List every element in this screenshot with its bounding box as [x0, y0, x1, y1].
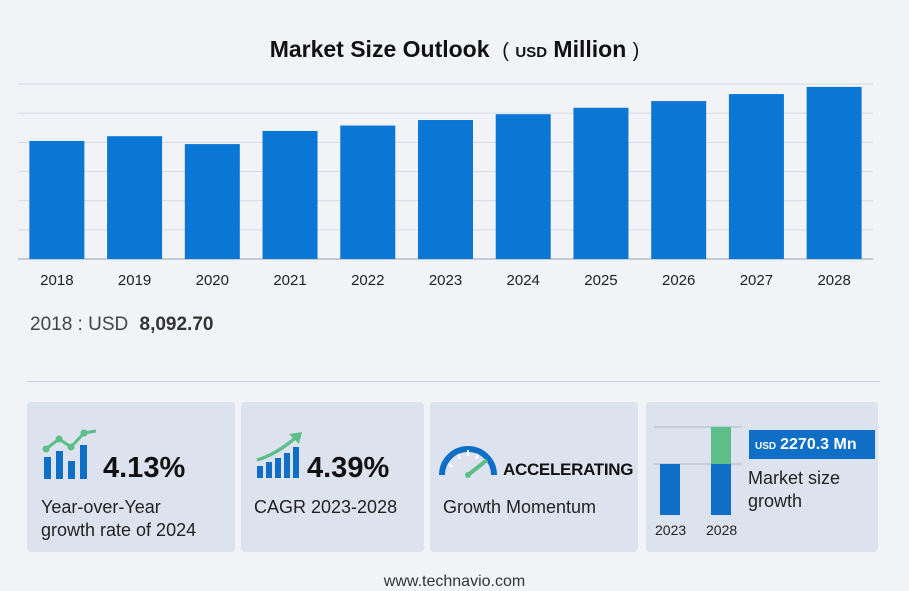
divider — [27, 381, 880, 382]
bar-chart: 2018 2019 2020 2021 2022 2023 2024 2025 2026 2027… — [18, 83, 873, 289]
cagr-label: CAGR 2023-2028 — [254, 497, 398, 517]
cagr-growth-icon — [256, 432, 302, 478]
momentum-label: Growth Momentum — [443, 497, 597, 517]
market-growth-mini-chart — [654, 426, 742, 515]
x-tick-label: 2021 — [273, 272, 306, 289]
title-close-paren: ) — [632, 40, 640, 62]
yoy-value: 4.13% — [103, 452, 186, 484]
bar-2024 — [495, 114, 551, 259]
mini-bar-2028-base — [711, 464, 731, 515]
chart-title: Market Size Outlook ( USD Million ) — [0, 36, 909, 63]
market-growth-badge: USD 2270.3 Mn — [749, 430, 875, 459]
x-tick-label: 2024 — [507, 272, 540, 289]
momentum-value: ACCELERATING — [503, 460, 634, 479]
x-tick-label: 2020 — [196, 272, 229, 289]
growth-chart-icon — [42, 429, 97, 479]
bar-2026 — [651, 101, 707, 259]
x-tick-label: 2026 — [662, 272, 695, 289]
market-growth-label: Market size growth — [748, 467, 840, 513]
bar-2023 — [418, 120, 473, 259]
badge-usd: USD — [755, 441, 777, 452]
yoy-label-line1: Year-over-Year — [41, 497, 161, 517]
market-label-line2: growth — [748, 491, 803, 511]
title-main: Market Size Outlook — [269, 36, 490, 62]
x-tick-label: 2022 — [351, 272, 384, 289]
yoy-label: Year-over-Year growth rate of 2024 — [41, 496, 196, 542]
x-tick-label: 2028 — [817, 272, 850, 289]
base-amount: 8,092.70 — [139, 314, 214, 335]
yoy-label-line2: growth rate of 2024 — [41, 520, 197, 540]
mini-bar-2023 — [660, 464, 680, 515]
title-open-paren: ( — [502, 40, 509, 62]
mini-year-2023: 2023 — [655, 522, 687, 538]
x-tick-label: 2018 — [40, 272, 73, 289]
badge-value: 2270.3 Mn — [780, 436, 857, 453]
bar-2020 — [184, 144, 240, 259]
base-label: 2018 : USD — [30, 314, 129, 335]
cagr-value: 4.39% — [307, 452, 390, 484]
x-tick-label: 2023 — [429, 272, 462, 289]
x-tick-label: 2027 — [740, 272, 773, 289]
base-year-value: 2018 : USD 8,092.70 — [30, 314, 213, 336]
bar-2021 — [262, 130, 318, 259]
title-unit: Million — [553, 36, 627, 62]
title-usd: USD — [515, 44, 548, 61]
market-label-line1: Market size — [748, 468, 841, 488]
bar-2018 — [29, 140, 85, 259]
mini-bar-2028-increment — [711, 427, 731, 464]
speedometer-icon — [439, 446, 497, 478]
footer-site: www.technavio.com — [383, 573, 526, 590]
bar-2028 — [806, 86, 862, 260]
bar-2019 — [107, 136, 163, 259]
momentum-card — [430, 402, 638, 552]
bar-2022 — [340, 125, 396, 259]
bar-2025 — [573, 107, 629, 259]
bar-2027 — [728, 94, 784, 259]
x-tick-label: 2019 — [118, 272, 151, 289]
x-tick-label: 2025 — [584, 272, 617, 289]
mini-year-2028: 2028 — [706, 522, 738, 538]
